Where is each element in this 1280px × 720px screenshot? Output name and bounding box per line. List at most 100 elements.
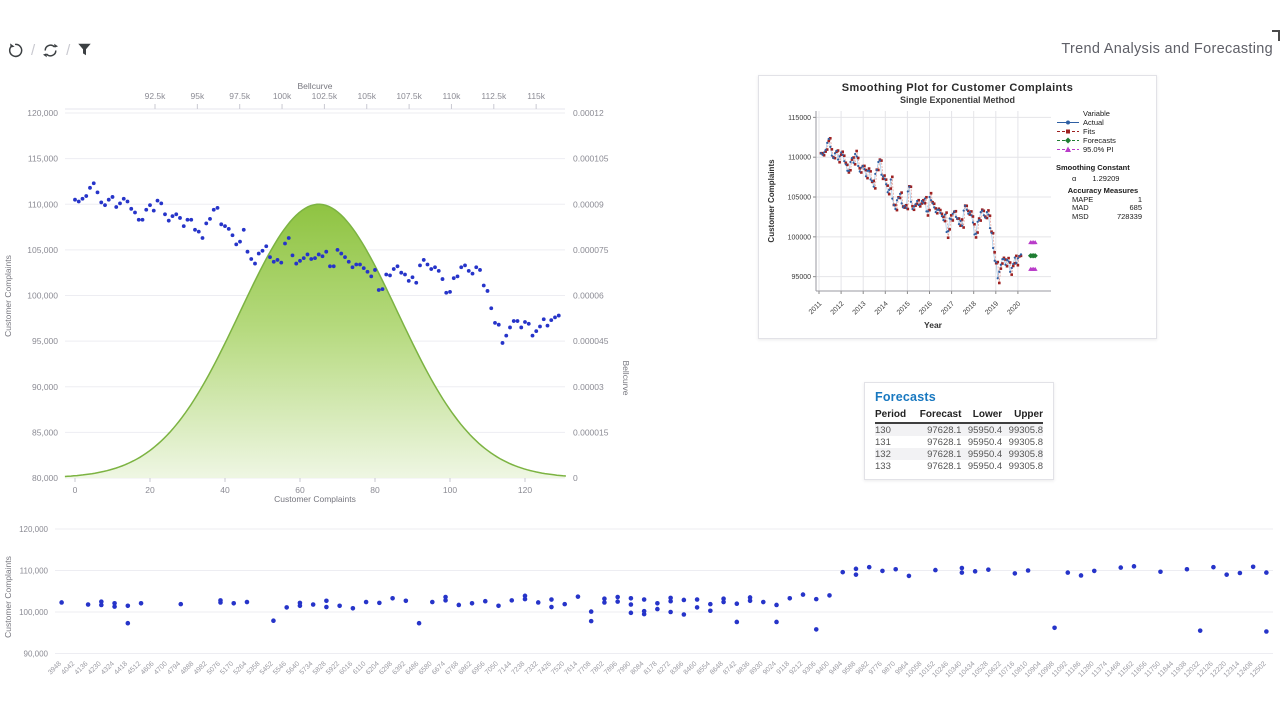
forecast-col-header: Forecast <box>911 408 962 424</box>
svg-text:8742: 8742 <box>722 660 738 676</box>
right-axis-title: Bellcurve <box>621 361 631 396</box>
svg-text:80,000: 80,000 <box>32 473 58 483</box>
accuracy-row: MSD 728339 <box>1072 211 1142 221</box>
svg-text:9494: 9494 <box>828 660 844 676</box>
smoothing-y-axis-title: Customer Complaints <box>767 159 776 243</box>
svg-text:90,000: 90,000 <box>32 382 58 392</box>
svg-text:9118: 9118 <box>776 660 792 676</box>
svg-text:120: 120 <box>518 485 532 495</box>
svg-text:7050: 7050 <box>484 660 500 676</box>
svg-text:7614: 7614 <box>563 660 579 676</box>
svg-text:7708: 7708 <box>577 660 593 676</box>
svg-text:0.000045: 0.000045 <box>573 336 609 346</box>
svg-text:8084: 8084 <box>630 660 646 676</box>
svg-text:95000: 95000 <box>792 274 812 281</box>
svg-text:8178: 8178 <box>643 660 659 676</box>
window-edge-icon[interactable] <box>1272 30 1280 41</box>
svg-text:7896: 7896 <box>603 660 619 676</box>
svg-text:4700: 4700 <box>153 660 169 676</box>
svg-text:6204: 6204 <box>365 660 381 676</box>
forecast-col-header: Upper <box>1002 408 1043 424</box>
svg-text:7332: 7332 <box>524 660 540 676</box>
svg-text:0.00012: 0.00012 <box>573 108 604 118</box>
svg-text:5546: 5546 <box>272 660 288 676</box>
svg-text:2018: 2018 <box>962 300 978 316</box>
accuracy-row: MAPE 1 <box>1072 194 1142 204</box>
svg-text:6862: 6862 <box>457 660 473 676</box>
svg-text:2020: 2020 <box>1006 300 1022 316</box>
svg-text:5452: 5452 <box>259 660 275 676</box>
legend-item: Actual <box>1056 118 1116 127</box>
svg-text:4324: 4324 <box>100 660 116 676</box>
svg-text:7990: 7990 <box>616 660 632 676</box>
top-axis-title: Bellcurve <box>298 81 333 91</box>
svg-text:120,000: 120,000 <box>27 108 58 118</box>
svg-text:2011: 2011 <box>808 300 824 316</box>
svg-text:6956: 6956 <box>471 660 487 676</box>
forecast-row: 133 97628.1 95950.4 99305.8 <box>875 460 1043 472</box>
svg-text:5828: 5828 <box>312 660 328 676</box>
refresh-sync-icon[interactable] <box>42 42 59 59</box>
svg-text:6580: 6580 <box>418 660 434 676</box>
svg-text:100k: 100k <box>273 91 292 101</box>
svg-text:115000: 115000 <box>788 115 811 122</box>
bottom-axis-title: Customer Complaints <box>274 494 356 504</box>
svg-text:120,000: 120,000 <box>19 525 48 534</box>
smoothing-constant-block: Smoothing Constant α 1.29209 <box>1056 163 1130 183</box>
svg-text:100000: 100000 <box>788 234 811 241</box>
forecasts-card: Forecasts Period Forecast Lower Upper 130 97… <box>864 382 1054 480</box>
svg-text:5922: 5922 <box>325 660 341 676</box>
legend-item: Forecasts <box>1056 136 1116 145</box>
svg-text:4982: 4982 <box>193 660 209 676</box>
svg-text:7520: 7520 <box>550 660 566 676</box>
svg-text:7802: 7802 <box>590 660 606 676</box>
svg-text:4606: 4606 <box>140 660 156 676</box>
legend-item: Fits <box>1056 127 1116 136</box>
svg-text:107.5k: 107.5k <box>396 91 422 101</box>
smoothing-plot[interactable]: 2011 2012 2013 2014 2015 2016 2017 2018 2019 2020… <box>759 76 1154 336</box>
svg-text:4418: 4418 <box>113 660 129 676</box>
svg-text:95k: 95k <box>190 91 204 101</box>
svg-text:2014: 2014 <box>874 300 890 316</box>
svg-text:9212: 9212 <box>788 660 804 676</box>
forecast-col-header: Period <box>875 408 912 424</box>
svg-text:2012: 2012 <box>830 300 846 316</box>
svg-text:2013: 2013 <box>852 300 868 316</box>
page-title: Trend Analysis and Forecasting <box>1061 41 1273 57</box>
svg-text:100,000: 100,000 <box>19 608 48 617</box>
svg-text:8648: 8648 <box>709 660 725 676</box>
svg-text:8836: 8836 <box>736 660 752 676</box>
svg-text:90,000: 90,000 <box>24 650 49 659</box>
forecasts-table: Period Forecast Lower Upper 130 97628.1 95950… <box>875 408 1043 472</box>
accuracy-measures-block: Accuracy Measures MAPE 1 MAD 685 MSD 728339 <box>1056 186 1150 221</box>
svg-text:5170: 5170 <box>219 660 235 676</box>
svg-text:112.5k: 112.5k <box>481 91 507 101</box>
svg-text:6110: 6110 <box>352 660 368 676</box>
filter-funnel-icon[interactable] <box>77 42 94 59</box>
svg-text:6674: 6674 <box>431 660 447 676</box>
svg-text:9682: 9682 <box>855 660 871 676</box>
svg-text:40: 40 <box>220 485 230 495</box>
svg-text:9776: 9776 <box>868 660 884 676</box>
svg-text:7144: 7144 <box>497 660 513 676</box>
undo-history-icon[interactable] <box>7 42 24 59</box>
bellcurve-chart[interactable]: 120,000 0.00012 115,000 0.000105 110,000 0.00… <box>0 78 650 512</box>
svg-text:0.000075: 0.000075 <box>573 245 609 255</box>
svg-text:80: 80 <box>370 485 380 495</box>
svg-text:2017: 2017 <box>940 300 956 316</box>
svg-text:2016: 2016 <box>918 300 934 316</box>
bottom-scatter-chart[interactable]: 120,000110,000100,00090,0003948404241364… <box>0 512 1280 718</box>
smoothing-constant-title: Smoothing Constant <box>1056 163 1130 172</box>
svg-text:97.5k: 97.5k <box>229 91 251 101</box>
svg-text:4230: 4230 <box>87 660 103 676</box>
svg-text:4042: 4042 <box>60 660 76 676</box>
svg-text:110k: 110k <box>443 91 462 101</box>
alpha-value: 1.29209 <box>1092 174 1120 183</box>
svg-text:4136: 4136 <box>74 660 90 676</box>
svg-text:0.000015: 0.000015 <box>573 427 609 437</box>
svg-text:0.00009: 0.00009 <box>573 199 604 209</box>
svg-text:6768: 6768 <box>444 660 460 676</box>
svg-text:8460: 8460 <box>683 660 699 676</box>
svg-text:0.00003: 0.00003 <box>573 382 604 392</box>
svg-text:4888: 4888 <box>179 660 195 676</box>
